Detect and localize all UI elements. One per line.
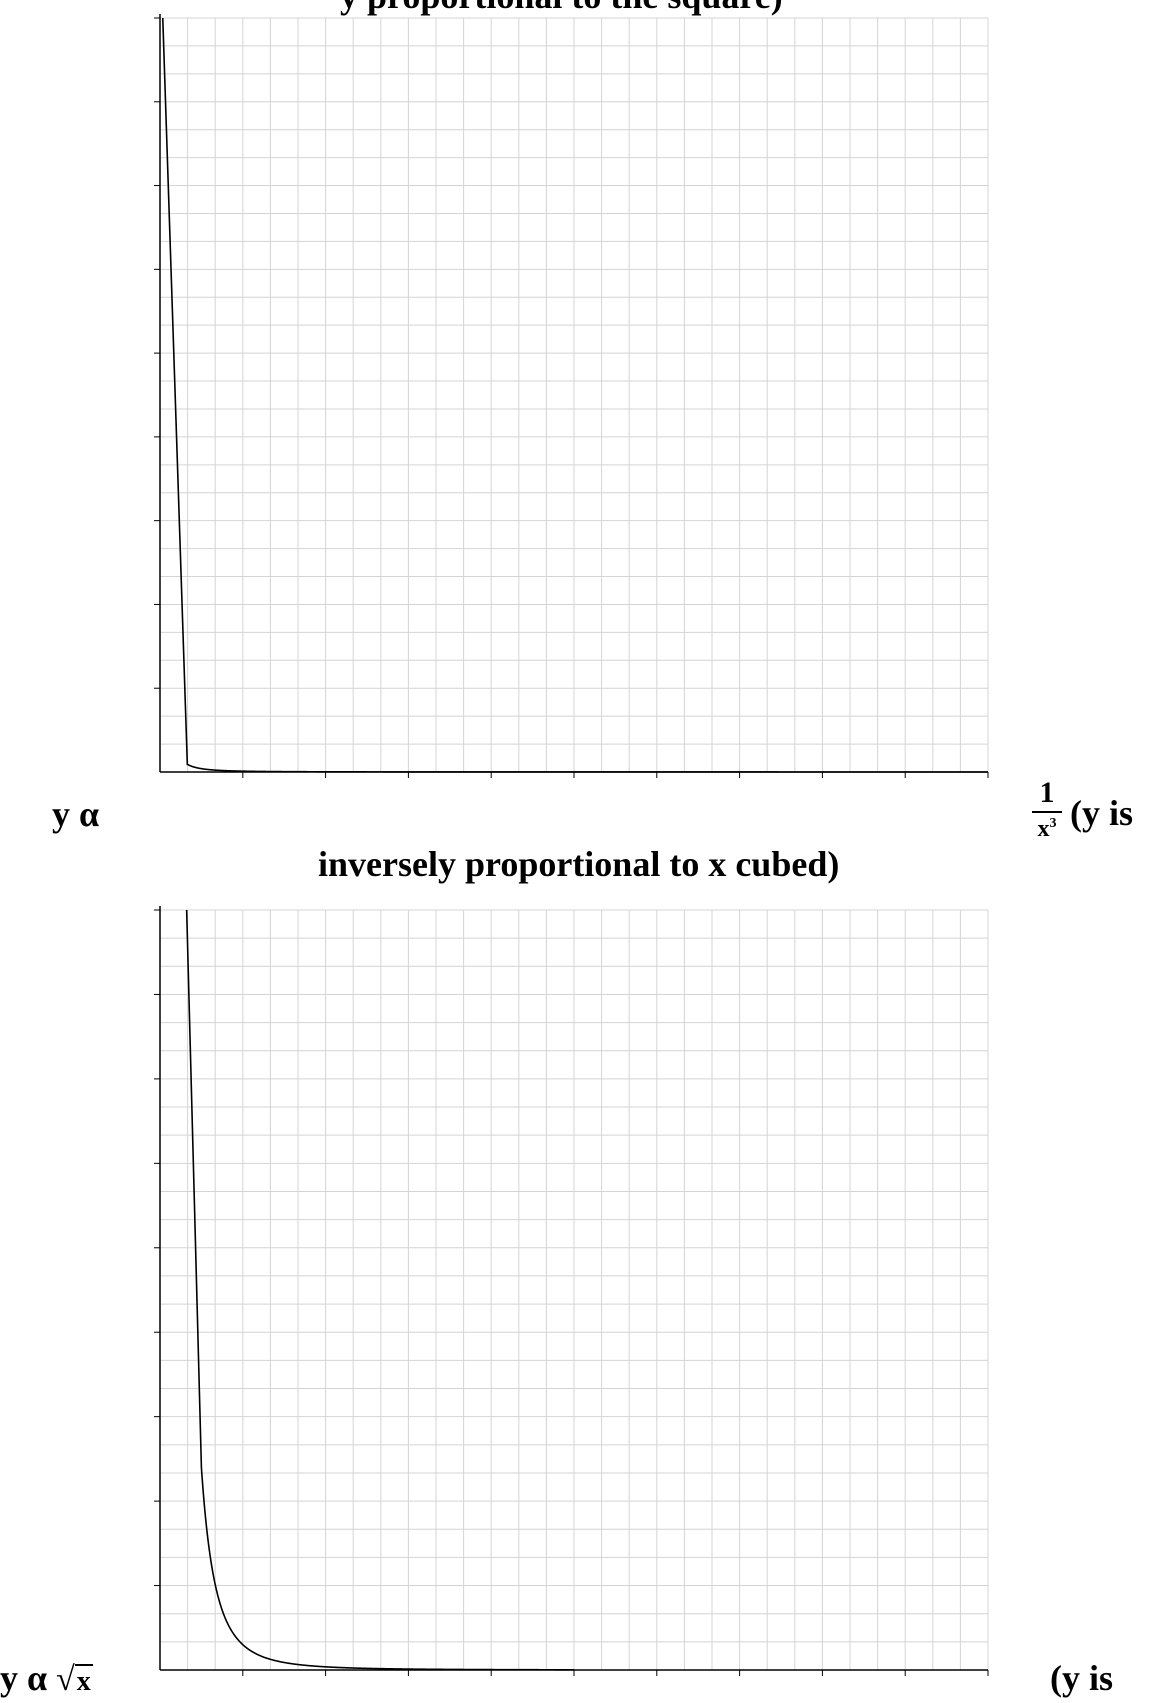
caption1-right: (y is [1070,793,1133,833]
sqrt-sign-icon: √ [56,1661,75,1698]
caption2-radicand: x [74,1664,93,1697]
caption1-frac-denominator: x3 [1037,816,1057,842]
fraction-bar [1032,811,1062,813]
series-curve [185,909,574,1671]
caption2-left-text: y α [0,1658,48,1698]
caption1-line2: inversely proportional to x cubed) [318,844,840,884]
caption2-right: (y is [1050,1658,1113,1698]
caption1-fraction: 1 x3 [1032,778,1062,841]
caption1-frac-numerator: 1 [1039,776,1055,809]
caption2-left: y α √x [0,1660,93,1697]
caption1-left: y α [52,794,100,834]
top-heading: y proportional to the square) [340,0,783,14]
caption1-frac-exponent: 3 [1049,816,1057,831]
series-curve [161,17,988,773]
